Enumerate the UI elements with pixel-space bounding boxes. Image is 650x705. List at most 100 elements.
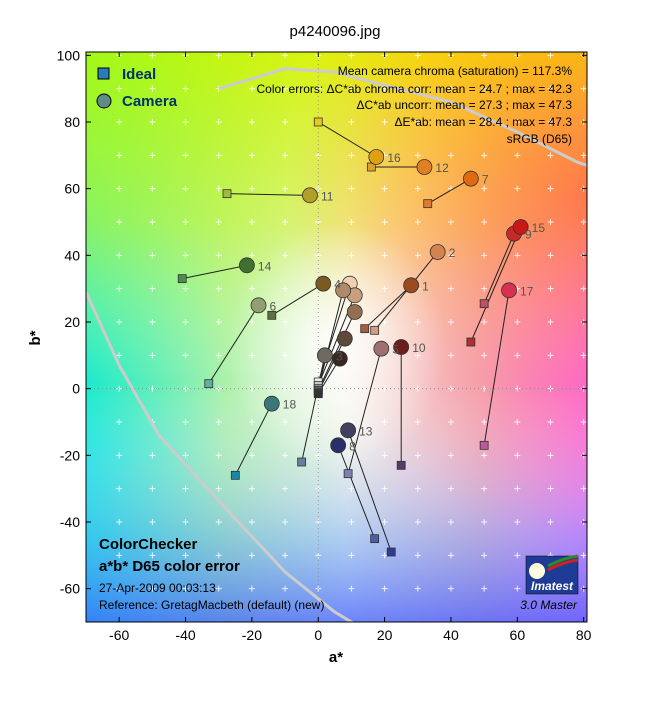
- patch-label-18: 18: [283, 398, 297, 412]
- grid-cross: [282, 585, 289, 592]
- grid-cross: [381, 285, 388, 292]
- grid-cross: [149, 285, 156, 292]
- ideal-point-9: [479, 299, 489, 309]
- grid-cross: [215, 552, 222, 559]
- patch-label-15: 15: [532, 221, 546, 235]
- patch-label-14: 14: [258, 259, 272, 273]
- camera-point-13: [340, 422, 357, 439]
- grid-cross: [282, 52, 289, 59]
- grid-cross: [116, 185, 123, 192]
- grid-cross: [149, 85, 156, 92]
- patch-label-13: 13: [359, 424, 373, 438]
- grid-cross: [414, 85, 421, 92]
- grid-cross: [580, 85, 587, 92]
- grid-cross: [282, 152, 289, 159]
- grid-cross: [182, 119, 189, 125]
- y-tick-label: -40: [60, 514, 80, 530]
- grid-cross: [215, 52, 222, 59]
- plot-frame: [85, 51, 588, 623]
- grid-cross: [481, 185, 488, 192]
- grid-cross: [514, 319, 521, 325]
- grid-cross: [282, 285, 289, 292]
- info-delta-e: ΔE*ab: mean = 28.4 ; max = 47.3: [395, 115, 573, 129]
- camera-point-15: [512, 219, 529, 235]
- grid-cross: [149, 152, 156, 159]
- grid-cross: [381, 419, 388, 425]
- grid-cross: [182, 85, 189, 92]
- y-tick-label: 20: [64, 314, 80, 330]
- camera-point-24: [331, 350, 348, 367]
- grid-cross: [348, 85, 355, 92]
- grid-cross: [348, 219, 355, 225]
- grid-cross: [149, 219, 156, 225]
- grid-cross: [514, 352, 521, 359]
- grid-cross: [149, 552, 156, 559]
- error-vector-16: [317, 121, 377, 158]
- grid-cross: [149, 485, 156, 492]
- grid-cross: [447, 319, 454, 325]
- grid-cross: [381, 452, 388, 459]
- grid-cross: [381, 119, 388, 125]
- patch-label-17: 17: [520, 284, 534, 298]
- error-vector-15: [470, 226, 522, 343]
- grid-cross: [481, 552, 488, 559]
- grid-cross: [414, 252, 421, 259]
- grid-cross: [215, 585, 222, 592]
- error-summary: Mean camera chroma (saturation) = 117.3%…: [257, 64, 573, 146]
- grid-cross: [248, 319, 255, 325]
- grid-cross: [282, 219, 289, 225]
- grid-cross: [514, 485, 521, 492]
- ideal-point-11: [222, 189, 232, 199]
- grid-cross: [381, 552, 388, 559]
- error-vector-22: [317, 311, 356, 391]
- grid-cross: [514, 152, 521, 159]
- x-tick-label: 20: [377, 627, 393, 643]
- grid-cross: [447, 85, 454, 92]
- grid-cross: [215, 285, 222, 292]
- grid-cross: [116, 152, 123, 159]
- grid-cross: [248, 519, 255, 525]
- legend: Ideal Camera: [96, 66, 178, 110]
- camera-point-1: [403, 277, 420, 294]
- camera-point-10: [393, 339, 410, 355]
- footer-subtitle: a*b* D65 color error: [99, 558, 240, 575]
- grid-cross: [182, 385, 189, 392]
- grid-cross: [215, 152, 222, 159]
- grid-cross: [182, 319, 189, 325]
- grid-cross: [514, 252, 521, 259]
- gamut-boundary: [86, 67, 587, 622]
- grid-cross: [447, 219, 454, 225]
- x-tick-label: -40: [175, 627, 195, 643]
- error-vector-19: [317, 283, 351, 383]
- grid-cross: [348, 352, 355, 359]
- grid-cross: [514, 452, 521, 459]
- error-vector-21: [317, 290, 344, 389]
- grid-cross: [447, 585, 454, 592]
- grid-cross: [282, 519, 289, 525]
- camera-point-11: [302, 187, 318, 204]
- grid-cross: [381, 585, 388, 592]
- error-vector-4: [271, 283, 324, 316]
- logo-sun: [529, 563, 545, 579]
- grid-cross: [447, 552, 454, 559]
- y-tick-label: 100: [57, 47, 81, 63]
- grid-cross: [514, 85, 521, 92]
- grid-cross: [348, 119, 355, 125]
- grid-cross: [149, 519, 156, 525]
- grid-cross: [414, 352, 421, 359]
- grid-cross: [282, 385, 289, 392]
- plot-background: [86, 52, 587, 622]
- grid-cross: [116, 319, 123, 325]
- grid-cross: [414, 185, 421, 192]
- grid-cross: [580, 552, 587, 559]
- error-vector-11: [226, 193, 310, 196]
- grid-cross: [481, 585, 488, 592]
- grid-cross: [414, 152, 421, 159]
- patch-label-5: 5: [392, 343, 399, 357]
- grid-cross: [116, 285, 123, 292]
- grid-cross: [315, 452, 322, 459]
- grid-cross: [580, 285, 587, 292]
- grid-cross: [481, 419, 488, 425]
- chart-title: p4240096.jpg: [290, 23, 381, 40]
